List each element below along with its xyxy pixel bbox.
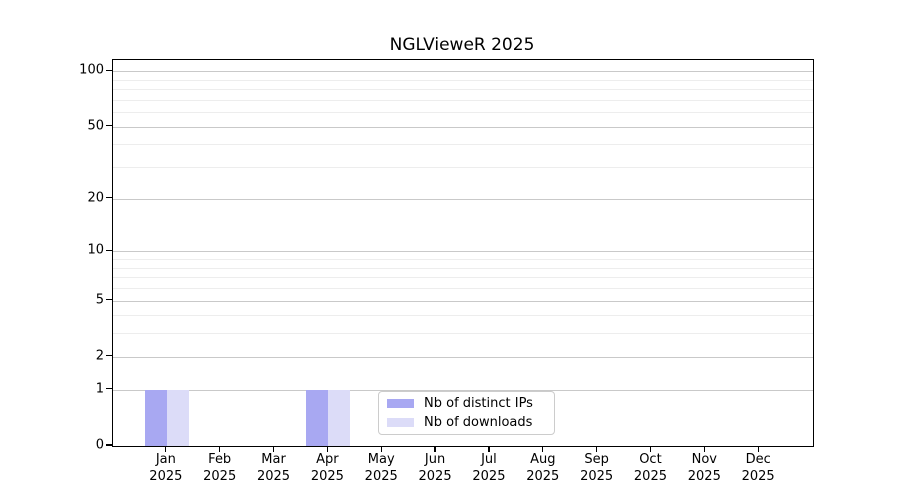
x-tick-label: Apr 2025 [310,452,344,484]
gridline-minor [113,333,813,335]
bar-downloads [328,389,351,446]
x-tick-mark [272,446,275,452]
y-tick-label: 1 [95,381,104,397]
x-tick-label: Aug 2025 [526,452,560,484]
y-tick-mark [106,298,112,301]
y-tick-mark [106,197,112,199]
x-tick-mark [219,446,221,452]
chart-title: NGLVieweR 2025 [389,35,535,55]
gridline-minor [113,112,813,114]
x-tick-mark [326,446,328,452]
legend-swatch-distinct-ips [387,399,414,408]
gridline-minor [113,259,813,261]
gridline-minor [113,315,813,317]
x-tick-mark [380,446,382,452]
y-tick-mark [106,388,112,390]
legend-item-downloads: Nb of downloads [387,415,554,430]
x-tick-mark [165,446,167,452]
gridline-major [113,251,813,253]
legend: Nb of distinct IPs Nb of downloads [378,391,555,435]
gridline-major [113,300,813,302]
x-tick-mark [596,446,598,452]
gridline-minor [113,144,813,146]
gridline-minor [113,79,813,81]
x-tick-label: May 2025 [364,452,398,484]
bar-distinct-ips [306,389,329,446]
gridline-minor [113,287,813,289]
y-tick-mark [106,444,112,446]
x-tick-label: Oct 2025 [633,452,667,484]
x-tick-label: Dec 2025 [741,452,775,484]
x-tick-label: Jun 2025 [418,452,452,484]
gridline-minor [113,167,813,169]
y-tick-label: 100 [79,62,104,78]
y-tick-mark [106,125,112,127]
x-tick-mark [649,446,652,452]
y-tick-label: 10 [87,242,104,258]
x-tick-label: Jan 2025 [149,452,183,484]
gridline-minor [113,89,813,91]
gridline-major [113,356,813,358]
x-tick-mark [488,446,490,452]
y-tick-mark [106,249,112,251]
y-tick-label: 0 [95,437,104,453]
gridline-major [113,389,813,391]
y-tick-label: 20 [87,190,104,206]
y-tick-mark [106,355,112,357]
x-tick-mark [703,446,705,452]
legend-swatch-downloads [387,418,414,427]
x-tick-mark [542,446,544,452]
x-tick-label: Sep 2025 [580,452,614,484]
gridline-minor [113,277,813,279]
plot-area [112,59,814,447]
y-tick-mark [106,69,112,71]
y-tick-label: 5 [95,292,104,307]
y-tick-label: 50 [87,118,104,134]
bar-distinct-ips [144,389,167,446]
y-tick-label: 2 [95,348,104,364]
gridline-major [113,71,813,73]
gridline-minor [113,99,813,101]
legend-label-downloads: Nb of downloads [424,415,533,430]
x-tick-label: Nov 2025 [687,452,721,484]
gridline-minor [113,267,813,269]
gridline-major [113,126,813,128]
gridline-major [113,198,813,200]
bar-downloads [166,389,189,446]
x-tick-label: Jul 2025 [472,452,506,484]
legend-item-distinct-ips: Nb of distinct IPs [387,396,554,411]
legend-label-distinct-ips: Nb of distinct IPs [424,396,533,411]
x-tick-mark [757,446,759,452]
x-tick-label: Mar 2025 [256,452,291,484]
x-tick-mark [434,446,436,452]
x-tick-label: Feb 2025 [203,452,237,484]
